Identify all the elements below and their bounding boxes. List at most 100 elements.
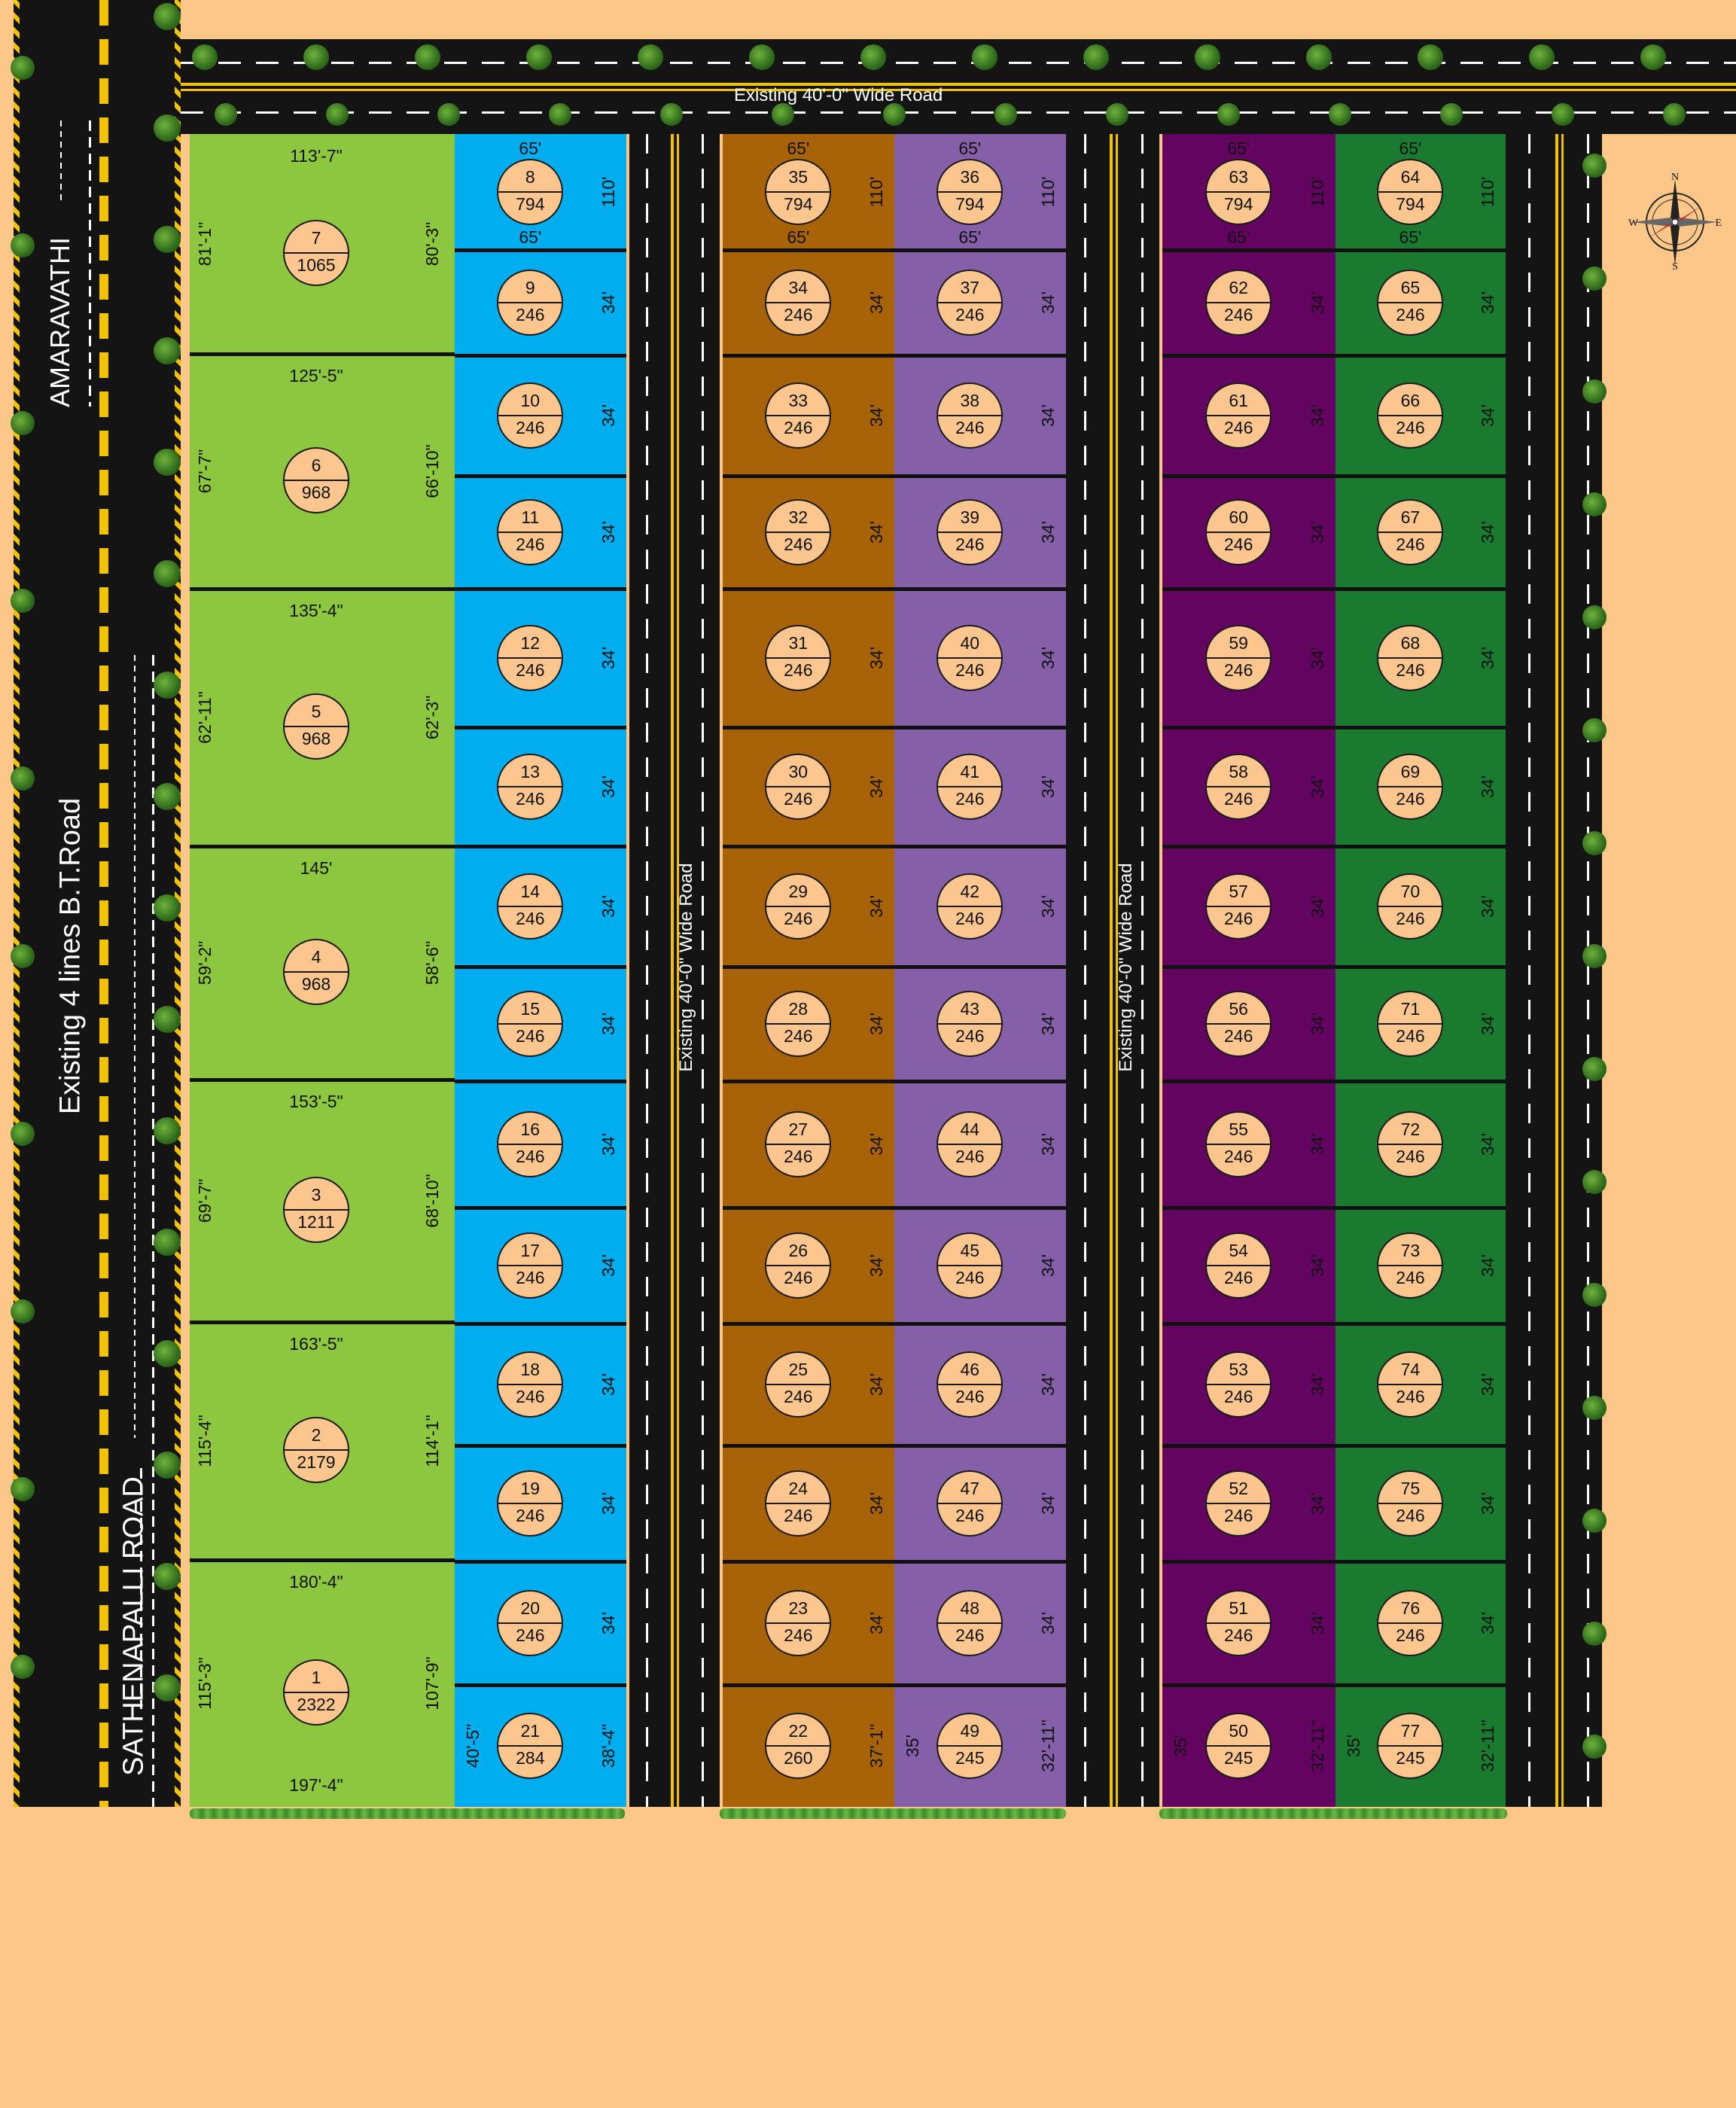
tree-icon — [1440, 103, 1463, 126]
tree-icon — [154, 226, 181, 253]
plot-disc-divider — [1378, 657, 1442, 659]
plot-area: 246 — [784, 1387, 813, 1406]
plot-area: 246 — [1224, 1625, 1253, 1645]
plot-area: 794 — [955, 194, 985, 214]
dimension-label: 34' — [1038, 521, 1058, 544]
plot-boundary — [1336, 965, 1506, 969]
plot-boundary — [1162, 965, 1336, 969]
dimension-label: 34' — [1308, 404, 1327, 427]
plot-disc-divider — [766, 657, 830, 659]
plot-number: 65 — [1400, 278, 1421, 297]
dimension-label: 34' — [866, 1492, 886, 1515]
plot-disc-divider — [1378, 1265, 1442, 1266]
plot-area: 245 — [1224, 1748, 1253, 1768]
dimension-label: 34' — [1478, 1492, 1497, 1515]
plot-disc-divider — [938, 1745, 1002, 1747]
plot-area: 284 — [516, 1748, 545, 1768]
plot-disc-divider — [1207, 1745, 1271, 1747]
plot-boundary — [894, 1683, 1066, 1687]
plot-boundary — [1336, 248, 1506, 252]
tree-icon — [11, 56, 35, 80]
dimension-label: 34' — [1478, 521, 1497, 544]
plot-number: 67 — [1400, 507, 1421, 527]
dimension-label: 34' — [1038, 291, 1058, 314]
plot-area: 246 — [1224, 1147, 1253, 1166]
plot-boundary — [1162, 1322, 1336, 1326]
plot-disc: 39 246 — [937, 499, 1004, 565]
plot-boundary — [1162, 726, 1336, 730]
dimension-label: 34' — [1308, 1133, 1327, 1156]
plot-area: 246 — [955, 1147, 985, 1166]
internal-road-2-dash-left — [1084, 134, 1086, 1807]
tree-icon — [154, 3, 181, 30]
plot-disc-divider — [766, 415, 830, 416]
plot-area: 246 — [1224, 305, 1253, 324]
plot-disc-divider — [938, 1023, 1002, 1025]
plot-boundary — [894, 474, 1066, 478]
plot-area: 246 — [516, 305, 545, 324]
tree-icon — [1195, 44, 1220, 70]
tree-icon — [154, 1674, 181, 1701]
plot-number: 44 — [960, 1119, 980, 1139]
dimension-label: 145' — [300, 858, 333, 878]
tree-icon — [1663, 103, 1686, 126]
tree-icon — [1582, 1509, 1607, 1533]
dimension-label: 81'-1" — [195, 221, 215, 267]
plot-disc-divider — [938, 415, 1002, 416]
plot-disc: 18 246 — [497, 1351, 564, 1418]
dimension-label: 34' — [1038, 1254, 1058, 1277]
dimension-label: 35' — [1171, 1735, 1190, 1757]
plot-number: 25 — [788, 1360, 809, 1379]
compass-e-label: E — [1715, 218, 1722, 229]
plot-boundary — [723, 1444, 894, 1448]
plot-boundary — [894, 965, 1066, 969]
tree-icon — [772, 103, 794, 126]
dimension-label: 58'-6" — [422, 940, 442, 985]
plot-number: 74 — [1400, 1360, 1421, 1379]
plot-disc-divider — [1207, 1265, 1271, 1266]
plot-boundary — [455, 965, 626, 969]
plot-boundary — [723, 845, 894, 848]
plot-area: 246 — [1396, 1147, 1425, 1166]
plot-area: 246 — [955, 418, 985, 437]
plot-number: 21 — [520, 1721, 541, 1741]
main-road-label: Existing 4 lines B.T.Road — [54, 797, 87, 1115]
tree-icon — [1582, 492, 1607, 516]
tree-icon — [549, 103, 571, 126]
dimension-label: 135'-4" — [289, 601, 343, 620]
plot-number: 50 — [1229, 1721, 1248, 1741]
plot-boundary — [455, 1322, 626, 1326]
plot-area: 246 — [955, 535, 985, 554]
plot-number: 11 — [521, 507, 540, 527]
plot-disc: 72 246 — [1377, 1111, 1444, 1177]
dimension-label: 34' — [1478, 291, 1497, 314]
tree-icon — [154, 114, 181, 142]
dimension-label: 34' — [866, 404, 886, 427]
dimension-label: 34' — [1478, 1373, 1497, 1396]
plot-number: 32 — [788, 507, 809, 527]
plot-number: 39 — [960, 507, 980, 527]
dimension-label: 34' — [598, 404, 618, 427]
plot-disc: 52 246 — [1205, 1470, 1272, 1537]
dimension-label: 34' — [1478, 404, 1497, 427]
dimension-label: 32'-11" — [1308, 1720, 1327, 1772]
plot-disc-divider — [1378, 302, 1442, 303]
plot-area: 246 — [955, 1387, 985, 1406]
plot-area: 246 — [516, 789, 545, 809]
internal-road-1-yellow-2 — [677, 134, 679, 1807]
plot-number: 1 — [311, 1668, 321, 1687]
plot-disc: 46 246 — [937, 1351, 1004, 1418]
tree-icon — [11, 1477, 35, 1501]
plot-disc: 20 246 — [497, 1590, 564, 1656]
internal-road-1-label: Existing 40'-0" Wide Road — [676, 863, 696, 1072]
plot-number: 38 — [960, 391, 980, 410]
tree-icon — [638, 44, 663, 70]
dimension-label: 34' — [1308, 647, 1327, 669]
dimension-label: 180'-4" — [289, 1572, 343, 1592]
plot-boundary — [723, 965, 894, 969]
plot-boundary — [455, 1080, 626, 1083]
plot-boundary — [1336, 587, 1506, 591]
plot-disc-divider — [1207, 1622, 1271, 1624]
tree-icon — [1582, 605, 1607, 629]
plot-number: 77 — [1400, 1721, 1421, 1741]
